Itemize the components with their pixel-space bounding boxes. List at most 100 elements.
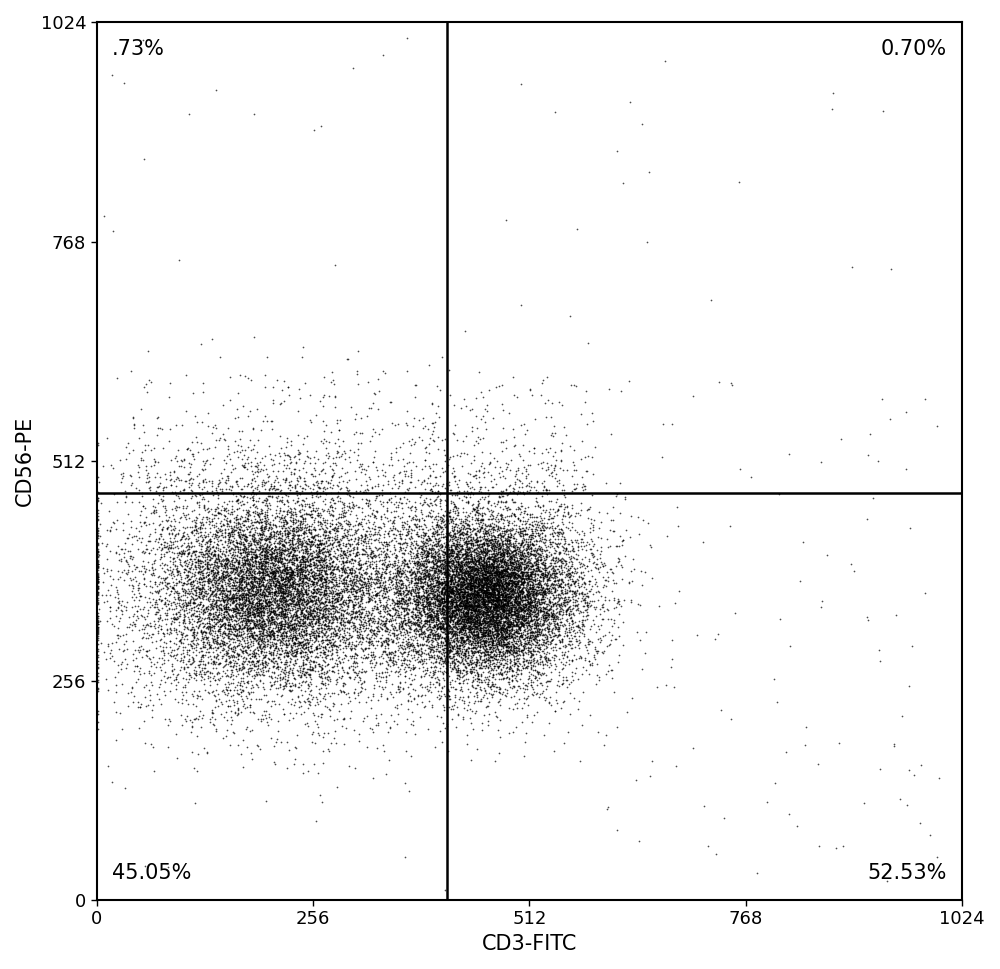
Point (452, 530, 468, 546)
Point (217, 474, 233, 489)
Point (373, 570, 389, 585)
Point (396, 608, 412, 623)
Point (502, 563, 518, 578)
Point (537, 535, 553, 550)
Point (432, 552, 448, 568)
Point (497, 537, 513, 552)
Point (90, 684, 106, 700)
Point (461, 573, 477, 588)
Point (246, 569, 262, 584)
Point (345, 542, 361, 557)
Point (284, 639, 300, 654)
Point (457, 545, 473, 560)
Point (288, 454, 304, 470)
Point (469, 626, 485, 641)
Point (445, 556, 461, 572)
Point (332, 584, 348, 600)
Point (542, 584, 558, 600)
Point (445, 547, 461, 562)
Point (225, 578, 241, 594)
Point (136, 151, 152, 167)
Point (529, 542, 545, 557)
Point (551, 619, 567, 635)
Point (460, 563, 476, 578)
Point (425, 552, 441, 568)
Point (472, 529, 488, 545)
Point (448, 501, 464, 516)
Point (307, 521, 323, 537)
Point (501, 661, 517, 676)
Point (425, 571, 441, 586)
Point (270, 633, 286, 648)
Point (486, 531, 502, 547)
Point (491, 487, 507, 503)
Point (444, 641, 460, 656)
Point (454, 576, 470, 591)
Point (461, 611, 477, 627)
Point (548, 549, 564, 565)
Point (258, 550, 274, 566)
Point (395, 591, 411, 607)
Point (234, 482, 250, 497)
Point (254, 532, 270, 547)
Point (261, 540, 277, 555)
Point (256, 604, 272, 619)
Point (465, 577, 481, 592)
Point (503, 549, 519, 565)
Point (468, 607, 484, 622)
Point (548, 577, 564, 592)
Point (348, 471, 364, 486)
Point (567, 592, 583, 608)
Point (473, 624, 489, 640)
Point (512, 610, 528, 625)
Point (599, 505, 615, 520)
Point (238, 575, 254, 590)
Point (519, 545, 535, 560)
Point (477, 620, 493, 636)
Point (257, 545, 273, 560)
Point (470, 496, 486, 512)
Point (418, 621, 434, 637)
Point (495, 573, 511, 588)
Point (536, 535, 552, 550)
Point (426, 556, 442, 572)
Point (564, 641, 580, 656)
Point (493, 547, 509, 563)
Point (459, 593, 475, 609)
Point (487, 627, 503, 642)
Point (499, 589, 515, 605)
Point (216, 583, 232, 599)
Point (90, 553, 106, 569)
Point (471, 596, 487, 611)
Point (345, 623, 361, 639)
Point (250, 464, 266, 480)
Point (439, 529, 455, 545)
Point (289, 641, 305, 657)
Point (403, 632, 419, 647)
Point (481, 609, 497, 624)
Point (271, 615, 287, 631)
Point (467, 590, 483, 606)
Point (437, 463, 453, 479)
Point (102, 599, 118, 614)
Point (497, 533, 513, 548)
Point (554, 567, 570, 582)
Point (512, 602, 528, 617)
Point (305, 603, 321, 618)
Point (401, 641, 417, 656)
Point (351, 530, 367, 546)
Point (261, 619, 277, 635)
Point (534, 565, 550, 580)
Point (215, 616, 231, 632)
Point (298, 666, 314, 681)
Point (257, 532, 273, 547)
Point (542, 537, 558, 552)
Point (272, 617, 288, 633)
Point (451, 648, 467, 664)
Point (490, 580, 506, 596)
Point (502, 588, 518, 604)
Point (412, 594, 428, 610)
Point (243, 575, 259, 590)
Point (244, 545, 260, 560)
Point (461, 576, 477, 591)
